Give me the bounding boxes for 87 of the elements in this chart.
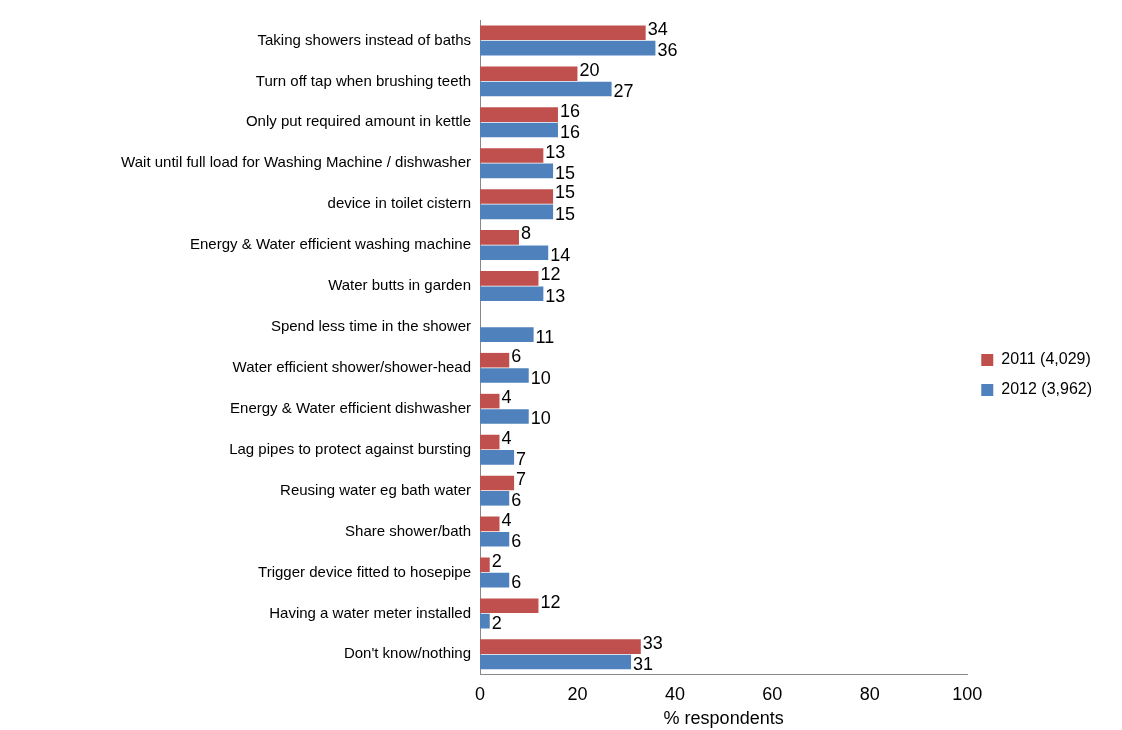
bar (480, 81, 612, 97)
bar (480, 475, 515, 491)
y-tick-label: Water butts in garden (328, 276, 471, 294)
data-label: 15 (555, 203, 576, 224)
bar (480, 393, 500, 409)
x-axis-title: % respondents (663, 708, 784, 729)
y-tick-label: Share shower/bath (345, 521, 471, 539)
data-label: 7 (516, 449, 527, 470)
bar (480, 107, 558, 122)
bar (480, 491, 510, 506)
bar (480, 230, 519, 245)
bar (480, 271, 539, 286)
bar (480, 352, 510, 368)
data-label: 12 (540, 264, 561, 285)
data-label: 2 (491, 550, 502, 571)
y-tick-label: Reusing water eg bath water (280, 480, 471, 498)
x-tick-label: 80 (859, 683, 880, 704)
legend-label: 2011 (4,029) (1001, 350, 1091, 368)
data-label: 13 (545, 285, 566, 306)
data-label: 2 (491, 613, 502, 634)
y-tick-label: Only put required amount in kettle (245, 112, 471, 130)
x-tick-label: 40 (664, 683, 685, 704)
y-tick-label: Don't know/nothing (343, 644, 471, 662)
bar (480, 434, 500, 450)
y-tick-label: device in toilet cistern (327, 194, 471, 212)
data-label: 6 (511, 346, 522, 367)
bar (480, 572, 510, 588)
y-tick-label: Water efficient shower/shower-head (232, 358, 471, 375)
bar (480, 613, 490, 629)
data-label: 6 (511, 531, 522, 552)
y-tick-label: Energy & Water efficient dishwasher (230, 398, 471, 416)
y-tick-label: Taking showers instead of baths (257, 30, 471, 48)
y-tick-label: Wait until full load for Washing Machine / dishwasher (121, 153, 471, 171)
bar (480, 557, 490, 573)
data-label: 10 (530, 408, 551, 429)
legend-label: 2012 (3,962) (1001, 380, 1092, 398)
bar (480, 163, 554, 179)
bar (480, 531, 510, 547)
data-label: 16 (559, 100, 580, 121)
x-tick-label: 100 (952, 683, 983, 704)
data-label: 4 (501, 509, 512, 530)
data-label: 15 (555, 182, 576, 203)
bar (480, 450, 515, 465)
x-tick-label: 0 (474, 683, 486, 704)
bar (480, 639, 641, 654)
bar (480, 516, 500, 532)
bar (480, 286, 544, 301)
data-label: 8 (520, 223, 531, 244)
y-tick-label: Turn off tap when brushing teeth (255, 71, 471, 89)
data-label: 14 (550, 244, 571, 265)
bar (480, 654, 632, 670)
data-label: 12 (540, 591, 561, 612)
data-label: 6 (511, 490, 522, 511)
y-tick-label: Trigger device fitted to hosepipe (258, 562, 471, 580)
y-tick-label: Spend less time in the shower (270, 317, 471, 335)
bar (480, 409, 529, 424)
data-label: 27 (613, 81, 634, 102)
y-tick-label: Lag pipes to protect against bursting (229, 439, 471, 457)
x-tick-label: 60 (762, 683, 783, 704)
data-label: 34 (647, 18, 668, 39)
bar (480, 245, 549, 261)
bar (480, 25, 646, 41)
data-label: 6 (511, 572, 522, 593)
bar (480, 66, 578, 81)
data-label: 4 (501, 428, 512, 449)
bar (480, 598, 539, 614)
bar (480, 368, 529, 383)
data-label: 7 (516, 468, 527, 489)
y-tick-label: Energy & Water efficient washing machine (190, 235, 471, 253)
bar (480, 189, 554, 204)
data-label: 31 (633, 653, 654, 674)
bar (480, 327, 534, 342)
data-label: 10 (530, 367, 551, 388)
y-tick-label: Having a water meter installed (269, 603, 471, 621)
data-label: 20 (579, 59, 600, 80)
data-label: 33 (642, 632, 663, 653)
bar (480, 148, 544, 163)
data-label: 16 (559, 121, 580, 142)
data-label: 15 (555, 162, 576, 183)
data-label: 36 (657, 40, 678, 61)
bar (480, 40, 656, 56)
bar (480, 204, 554, 220)
data-label: 13 (545, 141, 566, 162)
x-tick-label: 20 (567, 683, 588, 704)
data-label: 11 (535, 326, 555, 347)
bar (480, 122, 558, 138)
data-label: 4 (501, 387, 512, 408)
